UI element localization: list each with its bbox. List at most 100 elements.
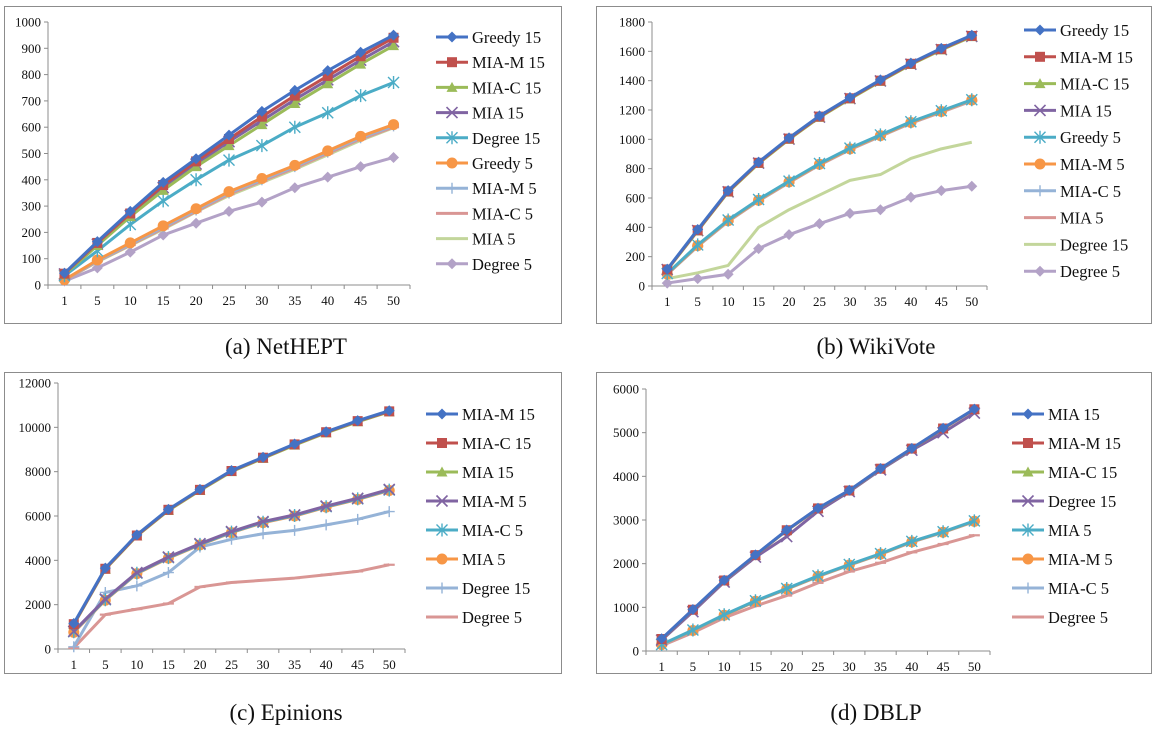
x-tick-label: 5 — [94, 293, 101, 308]
x-tick-label: 40 — [320, 657, 333, 672]
x-tick-label: 10 — [718, 659, 731, 674]
legend-entry: MIA-C 15 — [1024, 75, 1129, 94]
data-point — [686, 623, 699, 637]
data-point — [752, 192, 765, 206]
legend-marker — [1022, 582, 1034, 594]
y-tick-label: 6000 — [613, 382, 639, 397]
data-point — [322, 78, 334, 89]
legend-marker — [445, 106, 459, 119]
legend-label: MIA-M 15 — [462, 405, 535, 424]
data-point — [692, 273, 704, 285]
data-point — [223, 153, 235, 167]
series-mia-15 — [656, 403, 980, 645]
legend-marker — [436, 553, 448, 565]
legend-entry: MIA 15 — [436, 104, 524, 123]
data-point — [968, 403, 980, 415]
legend-label: MIA-C 15 — [1060, 75, 1129, 94]
data-point — [783, 174, 796, 188]
series-degree-5 — [58, 151, 400, 287]
legend-marker — [1034, 130, 1046, 144]
legend-label: Degree 15 — [462, 579, 530, 598]
series-line — [660, 407, 976, 640]
x-tick-label: 20 — [193, 657, 206, 672]
data-point — [355, 161, 367, 173]
legend-label: MIA 5 — [462, 550, 506, 569]
data-point — [288, 508, 301, 521]
data-point — [906, 442, 918, 454]
data-point — [190, 153, 202, 165]
data-point — [753, 243, 765, 255]
legend-entry: Greedy 15 — [436, 28, 541, 47]
data-point — [256, 172, 268, 184]
legend-entry: Degree 15 — [1012, 492, 1116, 511]
data-point — [124, 237, 136, 249]
y-tick-label: 0 — [45, 642, 52, 657]
data-point — [388, 119, 400, 131]
y-tick-label: 200 — [22, 225, 42, 240]
series-degree-15 — [655, 406, 981, 647]
legend-marker — [1022, 523, 1034, 537]
data-point — [223, 140, 235, 151]
x-tick-label: 10 — [130, 657, 143, 672]
legend-marker — [1022, 553, 1034, 565]
data-point — [843, 558, 856, 572]
y-tick-label: 1800 — [619, 15, 645, 30]
legend-marker — [1021, 494, 1035, 508]
legend-label: Greedy 5 — [1060, 128, 1121, 147]
data-point — [753, 156, 765, 168]
legend-entry: MIA-M 15 — [1012, 434, 1121, 453]
legend-entry: MIA 15 — [1012, 405, 1100, 424]
legend-entry: MIA 5 — [1012, 521, 1092, 540]
legend-label: MIA-M 5 — [1060, 155, 1125, 174]
data-point — [718, 574, 730, 586]
data-point — [905, 57, 917, 69]
y-tick-label: 600 — [626, 191, 646, 206]
data-point — [874, 74, 886, 86]
data-point — [289, 159, 301, 171]
series-degree-15 — [58, 75, 400, 283]
series-line — [63, 156, 394, 283]
legend-marker — [437, 438, 447, 448]
data-point — [157, 220, 169, 232]
legend-label: MIA-C 5 — [1060, 182, 1121, 201]
x-tick-label: 25 — [225, 657, 238, 672]
x-tick-label: 25 — [812, 659, 825, 674]
data-point — [749, 549, 761, 561]
y-tick-label: 800 — [626, 161, 646, 176]
data-point — [874, 204, 886, 216]
legend-entry: Greedy 5 — [1024, 128, 1121, 147]
data-point — [321, 106, 334, 120]
legend-entry: MIA 15 — [1024, 101, 1112, 120]
y-tick-label: 400 — [22, 172, 42, 187]
data-point — [844, 92, 856, 104]
data-point — [91, 262, 103, 274]
series-line — [72, 487, 390, 633]
legend-entry: Degree 15 — [436, 129, 540, 148]
data-point — [131, 580, 143, 592]
x-tick-label: 40 — [321, 293, 334, 308]
x-tick-label: 25 — [813, 294, 826, 309]
x-tick-label: 10 — [722, 294, 735, 309]
legend-marker — [447, 57, 457, 68]
data-point — [722, 213, 735, 227]
data-point — [194, 483, 206, 495]
legend-label: Degree 5 — [1048, 608, 1108, 627]
data-point — [905, 534, 918, 548]
x-tick-label: 10 — [124, 293, 137, 308]
series-degree-5 — [68, 563, 395, 649]
data-point — [968, 514, 981, 528]
series-line — [666, 98, 973, 275]
legend-entry: Degree 15 — [1024, 235, 1128, 254]
legend-label: Greedy 15 — [1060, 21, 1129, 40]
series-line — [72, 563, 390, 649]
data-point — [352, 513, 364, 525]
x-tick-label: 30 — [843, 659, 856, 674]
data-point — [383, 483, 396, 496]
x-tick-label: 35 — [874, 659, 887, 674]
x-tick-label: 45 — [354, 293, 367, 308]
x-tick-label: 1 — [71, 657, 78, 672]
data-point — [966, 29, 978, 41]
series-greedy-15 — [661, 29, 978, 275]
y-tick-label: 300 — [22, 199, 42, 214]
